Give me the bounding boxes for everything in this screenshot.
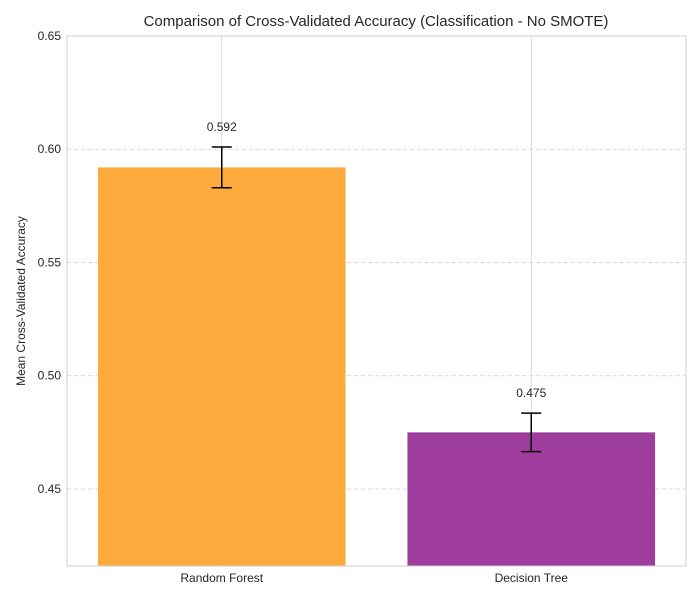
y-tick-label: 0.60: [38, 142, 62, 156]
y-axis-label: Mean Cross-Validated Accuracy: [14, 216, 28, 386]
data-labels-layer: 0.592 0.475: [207, 120, 547, 400]
x-tick-label: Decision Tree: [495, 571, 569, 585]
bars-layer: [97, 167, 656, 566]
bar-decision-tree: [407, 432, 656, 566]
y-tick-label: 0.55: [38, 255, 62, 269]
axes-layer: 0.45 0.50 0.55 0.60 0.65 Random Forest Decisio…: [38, 29, 687, 585]
axes-frame: [66, 35, 687, 567]
bar-random-forest: [97, 167, 346, 566]
data-label: 0.475: [516, 386, 546, 400]
y-tick-label: 0.45: [38, 482, 62, 496]
chart-title: Comparison of Cross-Validated Accuracy (…: [144, 13, 609, 30]
y-tick-label: 0.65: [38, 29, 62, 43]
y-tick-label: 0.50: [38, 369, 62, 383]
data-label: 0.592: [207, 120, 237, 134]
x-tick-label: Random Forest: [180, 571, 263, 585]
error-bars-layer: [211, 146, 542, 453]
